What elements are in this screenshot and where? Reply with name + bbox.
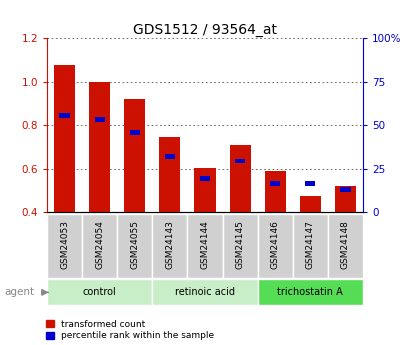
Bar	[152, 214, 187, 278]
Bar	[264, 171, 285, 212]
Bar	[159, 137, 180, 212]
Bar	[54, 65, 75, 212]
Text: GSM24148: GSM24148	[340, 220, 349, 269]
Bar	[299, 196, 320, 212]
Text: GSM24146: GSM24146	[270, 220, 279, 269]
Bar	[292, 214, 327, 278]
Text: GSM24144: GSM24144	[200, 220, 209, 269]
Bar	[164, 154, 175, 159]
Bar	[94, 117, 105, 122]
Bar	[257, 214, 292, 278]
Bar	[257, 279, 362, 305]
Text: GSM24053: GSM24053	[60, 220, 69, 269]
Text: GSM24147: GSM24147	[305, 220, 314, 269]
Text: control: control	[83, 287, 116, 297]
Bar	[222, 214, 257, 278]
Legend: transformed count, percentile rank within the sample: transformed count, percentile rank withi…	[45, 320, 213, 341]
Bar	[234, 159, 245, 164]
Text: GSM24055: GSM24055	[130, 220, 139, 269]
Text: GSM24143: GSM24143	[165, 220, 174, 269]
Bar	[82, 214, 117, 278]
Text: GSM24054: GSM24054	[95, 220, 104, 269]
Bar	[129, 130, 140, 135]
Text: agent: agent	[4, 287, 34, 297]
Bar	[339, 187, 350, 192]
Bar	[152, 279, 257, 305]
Text: trichostatin A: trichostatin A	[276, 287, 342, 297]
Text: retinoic acid: retinoic acid	[175, 287, 234, 297]
Bar	[124, 99, 145, 212]
Bar	[327, 214, 362, 278]
Title: GDS1512 / 93564_at: GDS1512 / 93564_at	[133, 23, 276, 37]
Bar	[194, 168, 215, 212]
Bar	[304, 181, 315, 186]
Bar	[59, 113, 70, 118]
Bar	[47, 214, 82, 278]
Bar	[187, 214, 222, 278]
Bar	[229, 145, 250, 212]
Bar	[117, 214, 152, 278]
Bar	[47, 279, 152, 305]
Bar	[269, 181, 280, 186]
Text: GSM24145: GSM24145	[235, 220, 244, 269]
Bar	[334, 186, 355, 212]
Bar	[199, 176, 210, 181]
Bar	[89, 81, 110, 212]
